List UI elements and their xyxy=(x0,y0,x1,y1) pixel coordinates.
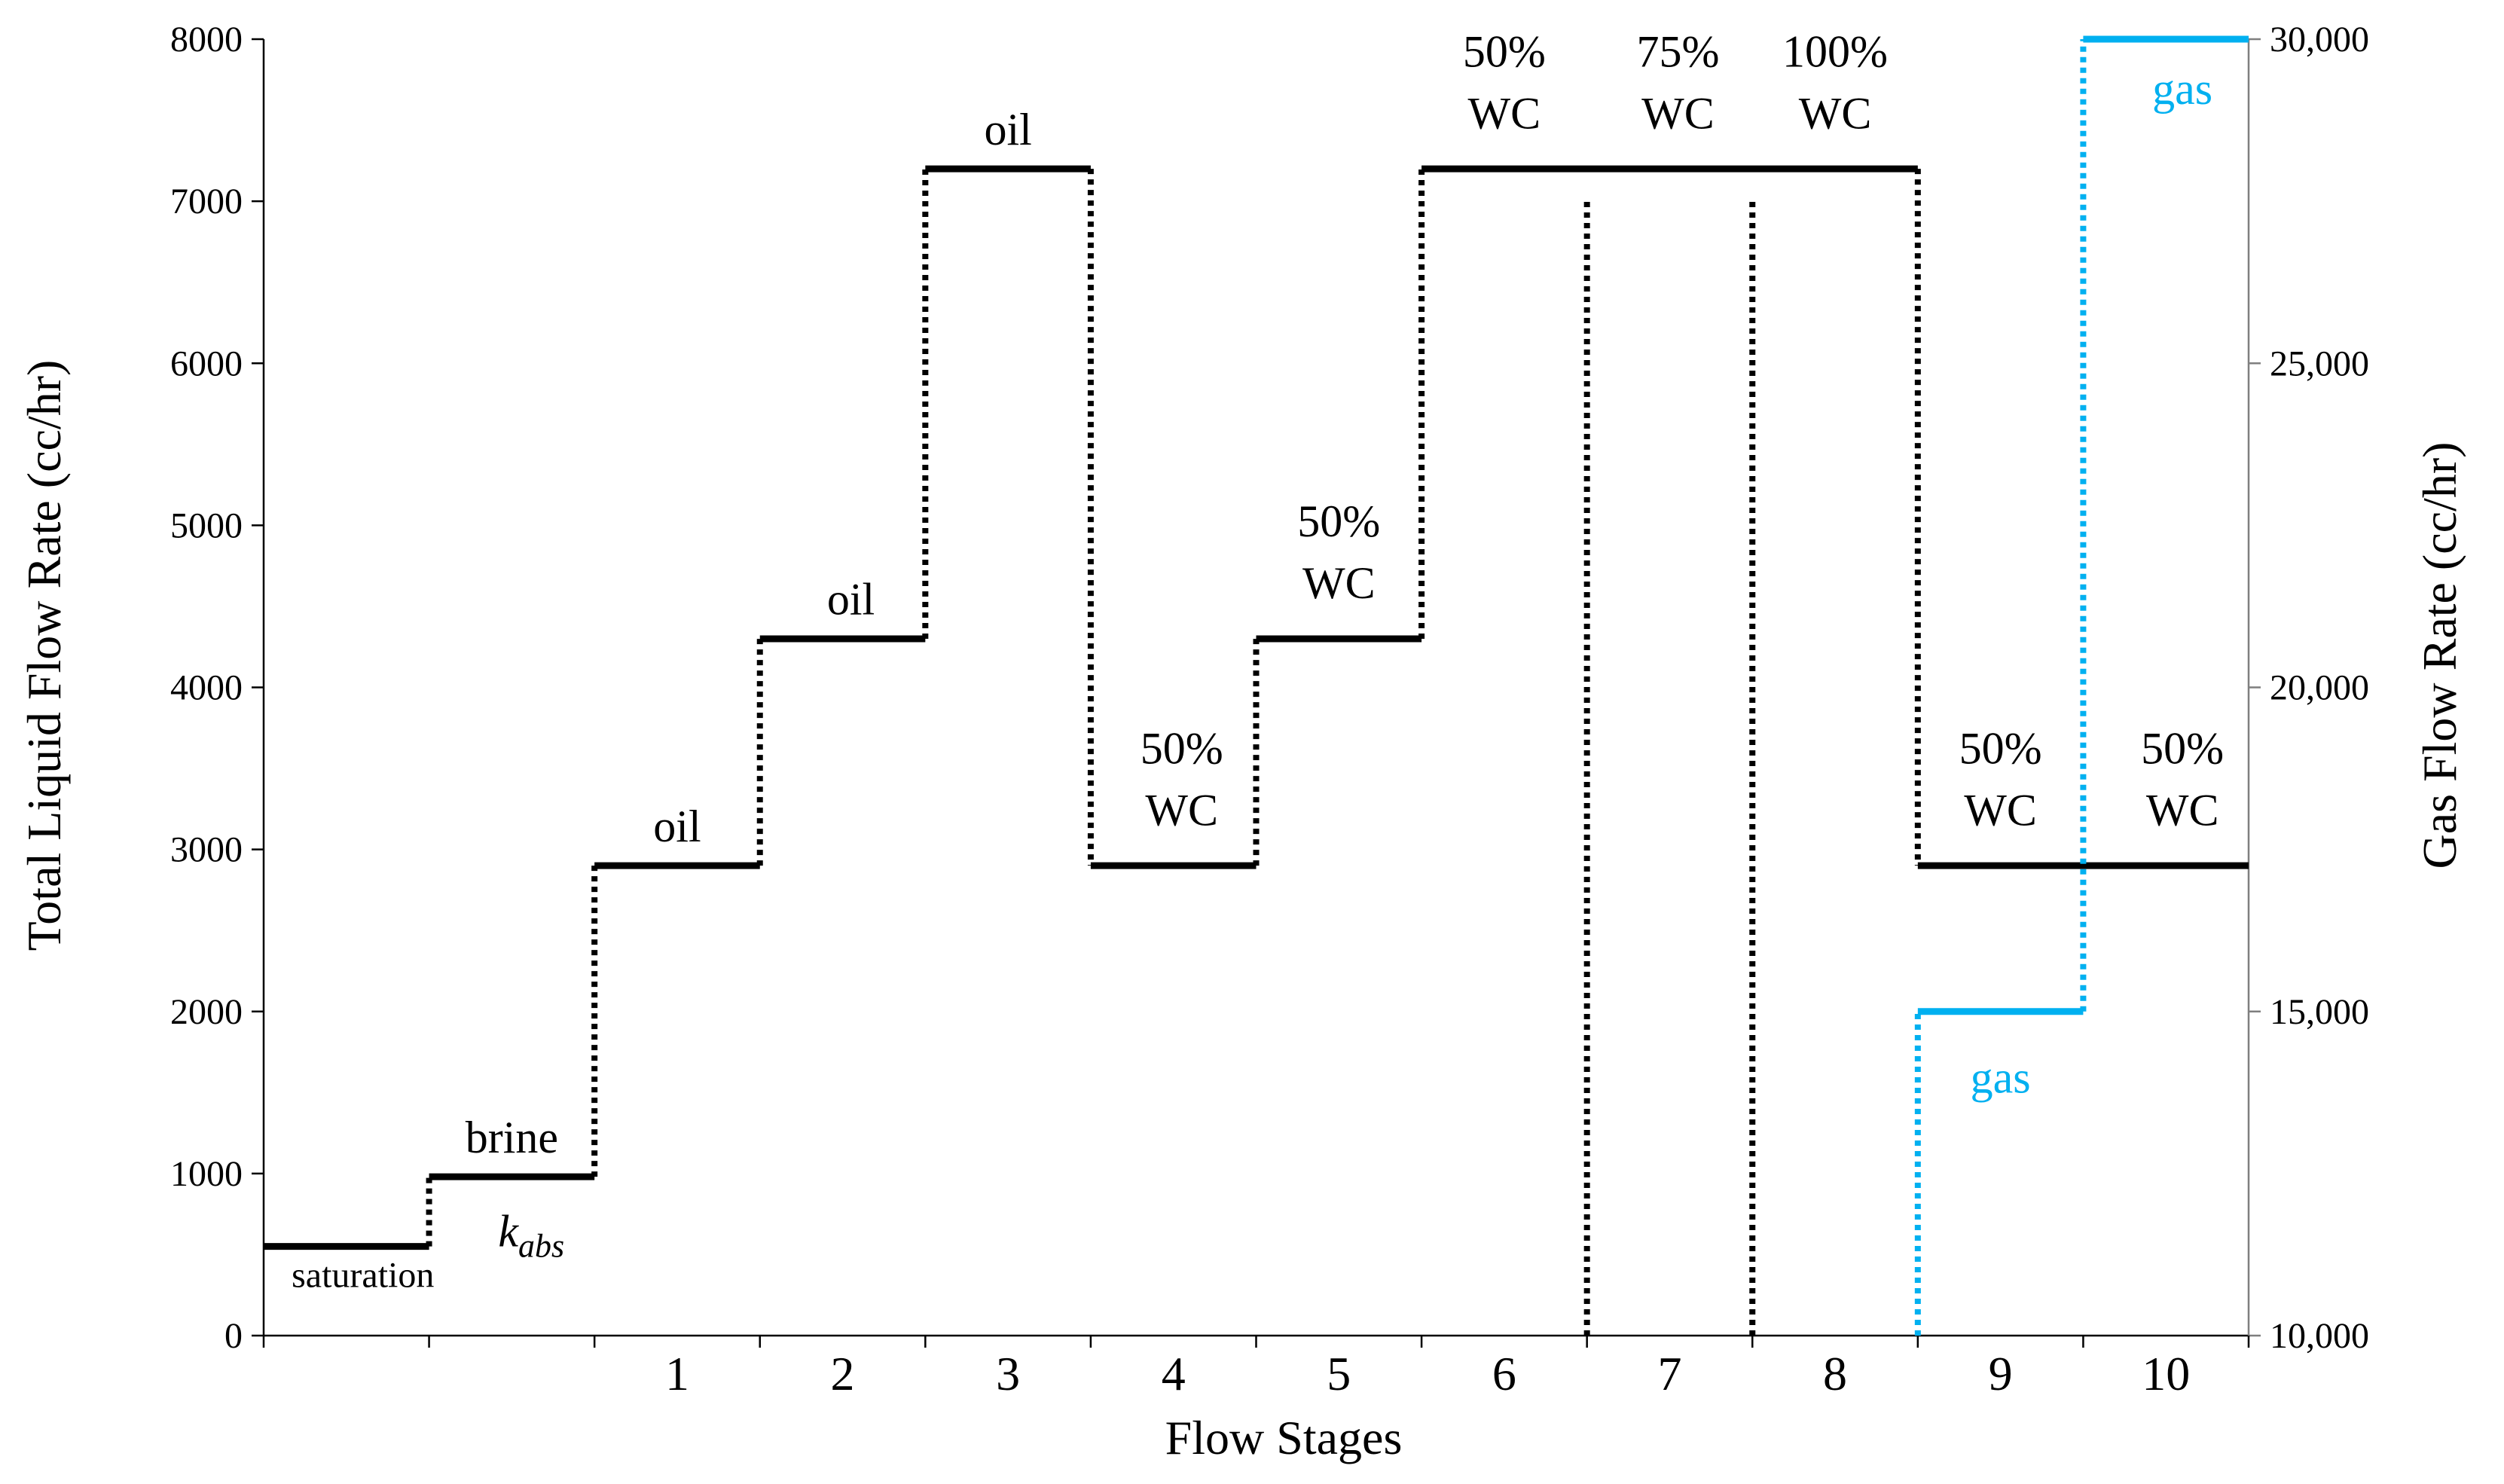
annotation-label: oil xyxy=(984,105,1031,154)
x-tick-label: 10 xyxy=(2142,1347,2190,1400)
x-tick-label: 7 xyxy=(1657,1347,1681,1400)
y-axis-right-ticks: 10,000 15,000 20,000 25,000 30,000 xyxy=(2249,20,2369,1356)
annotation-label: WC xyxy=(1468,88,1541,138)
annotation-label: brine xyxy=(466,1113,558,1162)
y-tick-left-label: 2000 xyxy=(170,992,243,1032)
x-tick-label: 8 xyxy=(1823,1347,1847,1400)
x-tick-label: 4 xyxy=(1162,1347,1186,1400)
annotation-label: WC xyxy=(1302,558,1376,608)
annotation-label: saturation xyxy=(292,1255,434,1295)
annotation-label: 50% xyxy=(1959,723,2042,773)
annotation-label: WC xyxy=(1641,88,1715,138)
annotation-label: 75% xyxy=(1636,26,1719,76)
y-tick-right-label: 25,000 xyxy=(2270,344,2369,383)
axes xyxy=(262,39,2250,1337)
annotation-label: 50% xyxy=(1297,496,1380,546)
x-tick-label: 5 xyxy=(1327,1347,1351,1400)
k-abs-label: kabs xyxy=(498,1207,564,1265)
y-tick-right-label: 10,000 xyxy=(2270,1316,2369,1356)
dotted-separators xyxy=(1583,201,1756,1336)
y-tick-right-label: 20,000 xyxy=(2270,668,2369,708)
y-tick-left-label: 5000 xyxy=(170,505,243,545)
x-tick-label: 9 xyxy=(1989,1347,2013,1400)
x-tick-label: 6 xyxy=(1492,1347,1516,1400)
x-tick-label: 3 xyxy=(996,1347,1020,1400)
annotation-label: gas xyxy=(1971,1052,2031,1102)
x-axis-ticks: 1 2 3 4 5 6 7 8 9 10 xyxy=(262,1336,2250,1400)
y-tick-right-label: 30,000 xyxy=(2270,20,2369,60)
annotation-label: WC xyxy=(1145,785,1218,835)
annotation-label: 50% xyxy=(1141,723,1223,773)
y-tick-left-label: 0 xyxy=(224,1316,243,1356)
annotation-label: WC xyxy=(1799,88,1872,138)
y-axis-left-title: Total Liquid Flow Rate (cc/hr) xyxy=(17,360,71,951)
x-tick-label: 1 xyxy=(665,1347,689,1400)
annotation-label: 50% xyxy=(2141,723,2224,773)
y-tick-left-label: 7000 xyxy=(170,182,243,221)
annotations: saturation brine oil oil oil 50% WC 50% WC 50% WC 7… xyxy=(292,26,2224,1295)
y-tick-right-label: 15,000 xyxy=(2270,992,2369,1032)
annotation-label: WC xyxy=(1964,785,2037,835)
annotation-label: gas xyxy=(2152,64,2212,114)
annotation-label: oil xyxy=(827,575,875,624)
y-tick-left-label: 4000 xyxy=(170,668,243,708)
x-tick-label: 2 xyxy=(831,1347,855,1400)
x-axis-title: Flow Stages xyxy=(1165,1411,1403,1464)
series-lines xyxy=(264,35,2249,1336)
y-tick-left-label: 1000 xyxy=(170,1154,243,1194)
y-tick-left-label: 3000 xyxy=(170,830,243,870)
annotation-label: oil xyxy=(653,802,701,851)
y-tick-left-label: 6000 xyxy=(170,344,243,383)
annotation-label: 100% xyxy=(1782,26,1888,76)
annotation-label: WC xyxy=(2146,785,2219,835)
annotation-label: 50% xyxy=(1463,26,1546,76)
y-axis-right-title: Gas Flow Rate (cc/hr) xyxy=(2413,442,2466,869)
y-tick-left-label: 8000 xyxy=(170,20,243,60)
y-axis-left-ticks: 0 1000 2000 3000 4000 5000 6000 7000 8000 xyxy=(170,20,264,1356)
